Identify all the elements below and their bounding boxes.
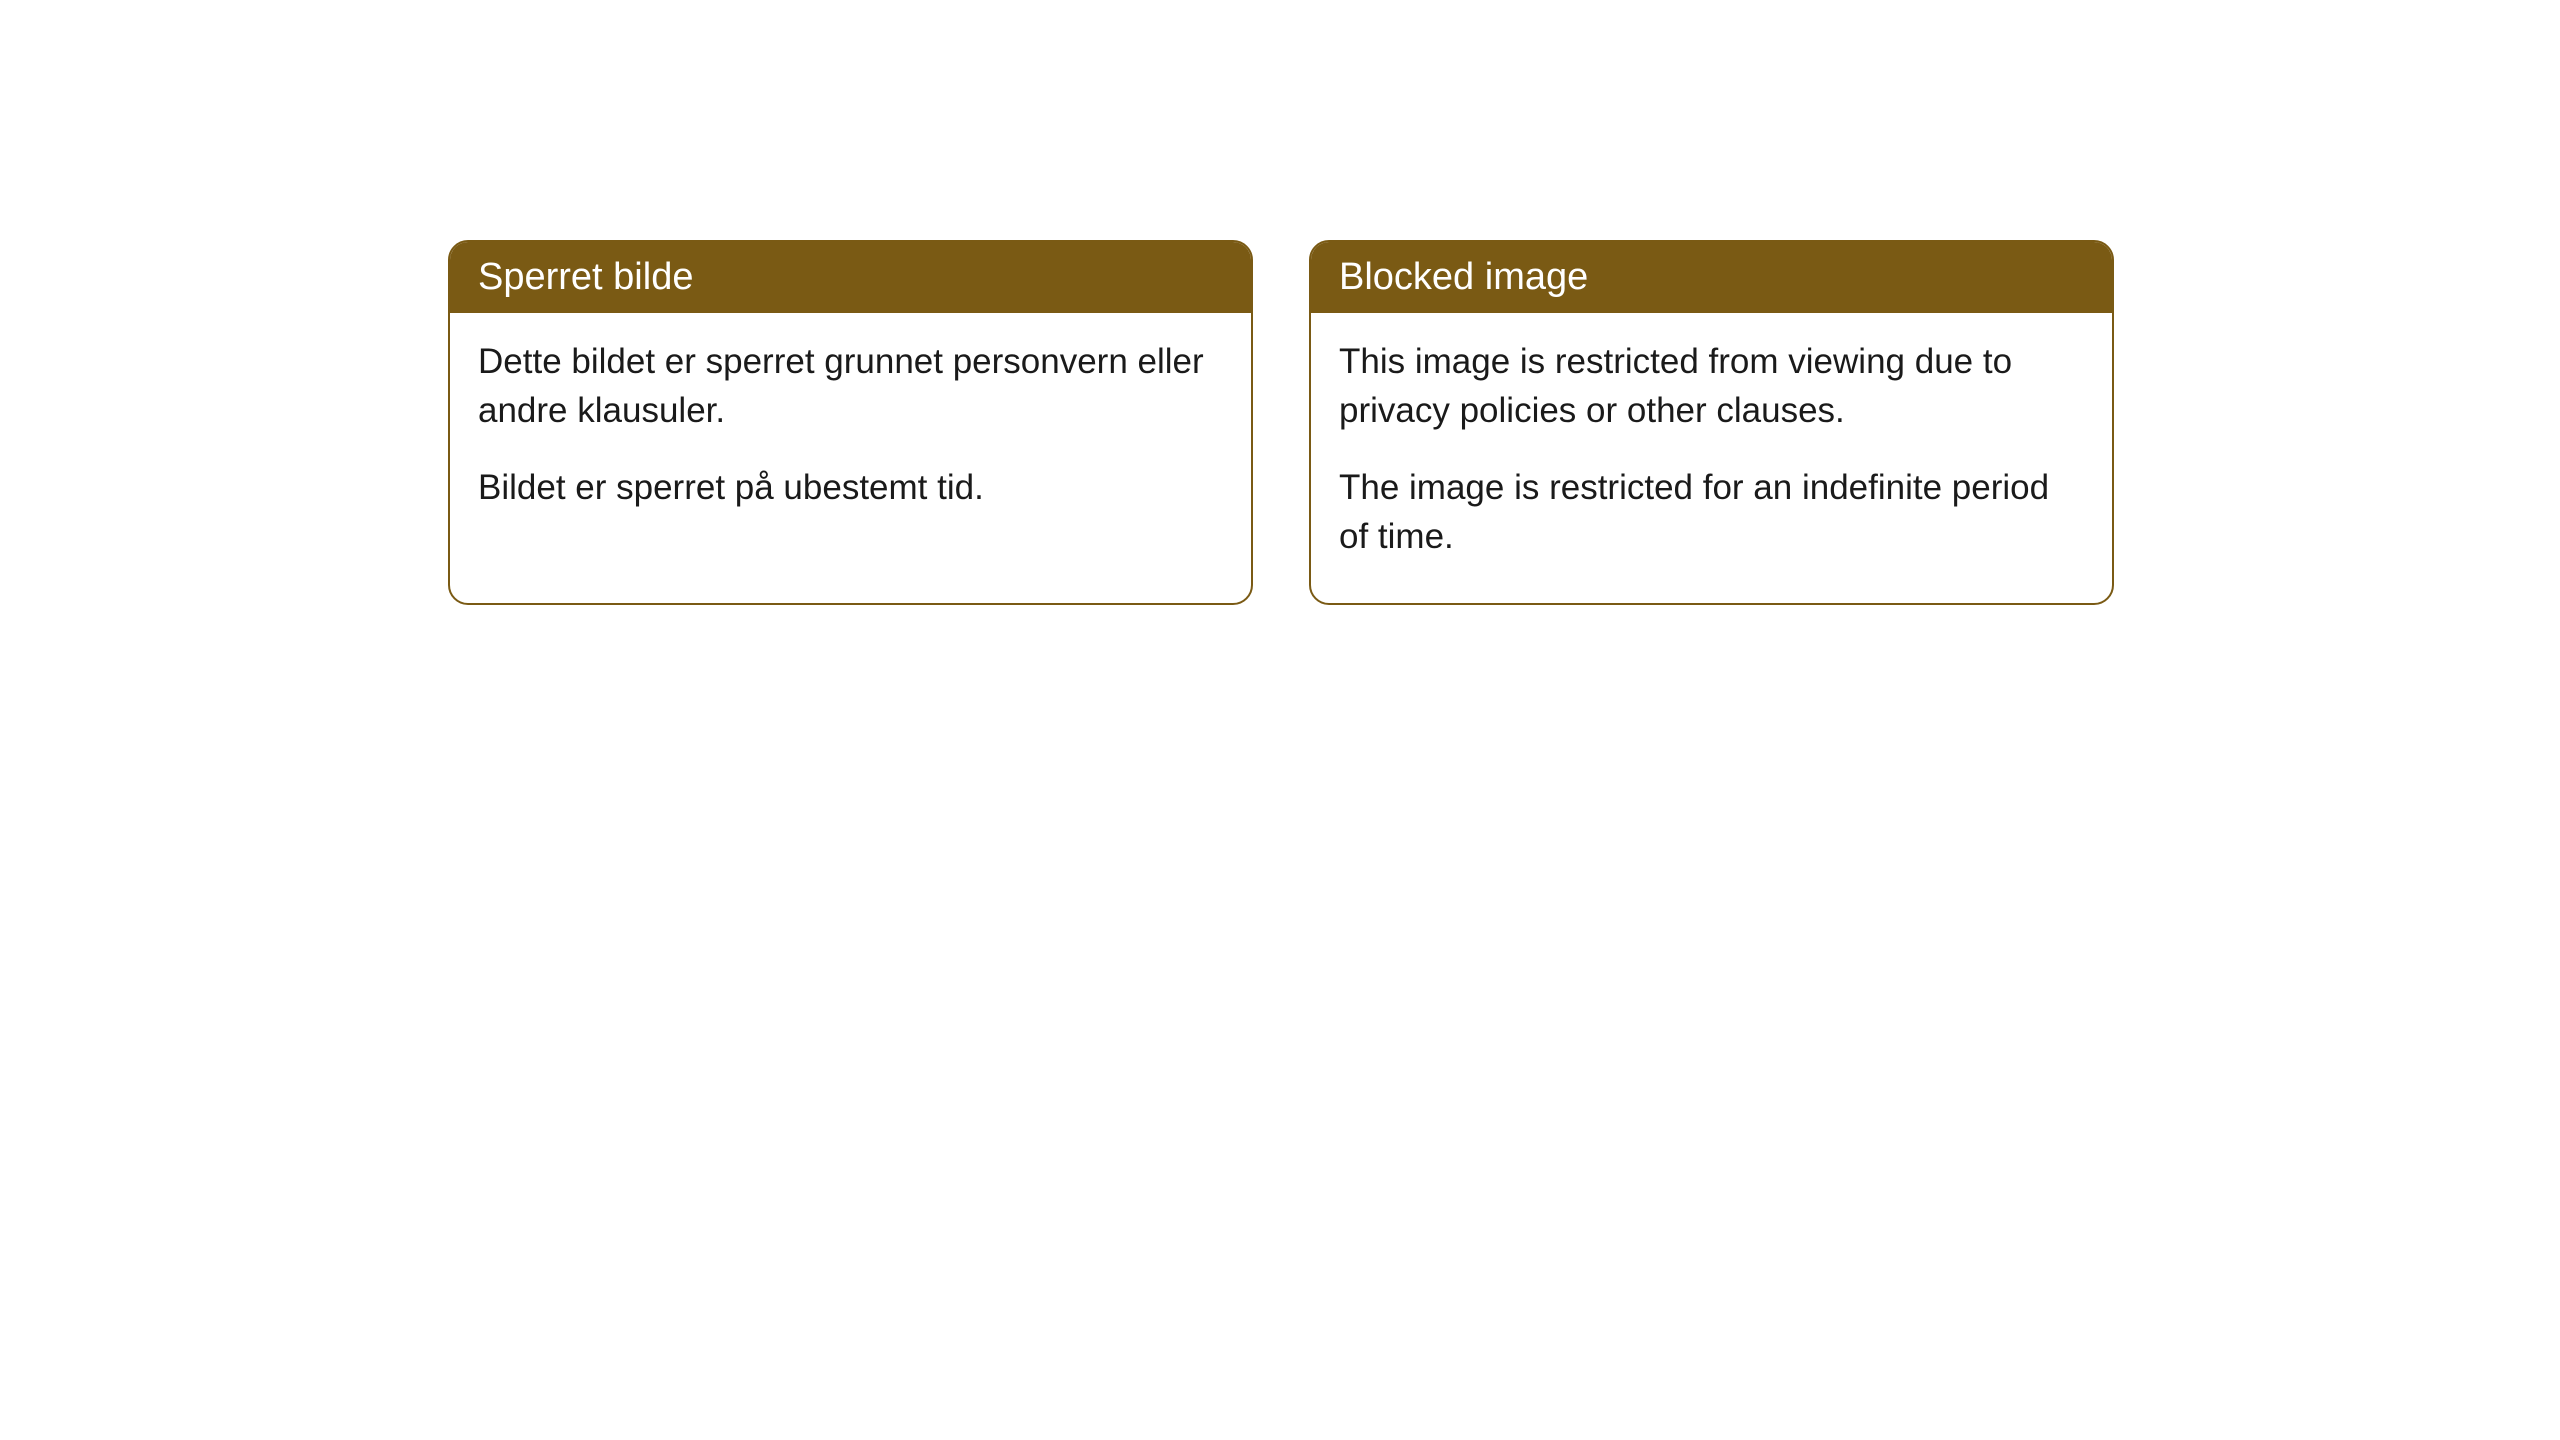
card-paragraph: This image is restricted from viewing du… xyxy=(1339,337,2084,435)
card-paragraph: The image is restricted for an indefinit… xyxy=(1339,463,2084,561)
card-title: Blocked image xyxy=(1339,256,1588,298)
card-paragraph: Bildet er sperret på ubestemt tid. xyxy=(478,463,1223,512)
notice-card-norwegian: Sperret bilde Dette bildet er sperret gr… xyxy=(448,240,1253,605)
card-header-norwegian: Sperret bilde xyxy=(450,242,1251,313)
card-title: Sperret bilde xyxy=(478,256,693,298)
card-paragraph: Dette bildet er sperret grunnet personve… xyxy=(478,337,1223,435)
card-header-english: Blocked image xyxy=(1311,242,2112,313)
notice-cards-container: Sperret bilde Dette bildet er sperret gr… xyxy=(448,240,2114,605)
card-body-norwegian: Dette bildet er sperret grunnet personve… xyxy=(450,313,1251,554)
card-body-english: This image is restricted from viewing du… xyxy=(1311,313,2112,603)
notice-card-english: Blocked image This image is restricted f… xyxy=(1309,240,2114,605)
